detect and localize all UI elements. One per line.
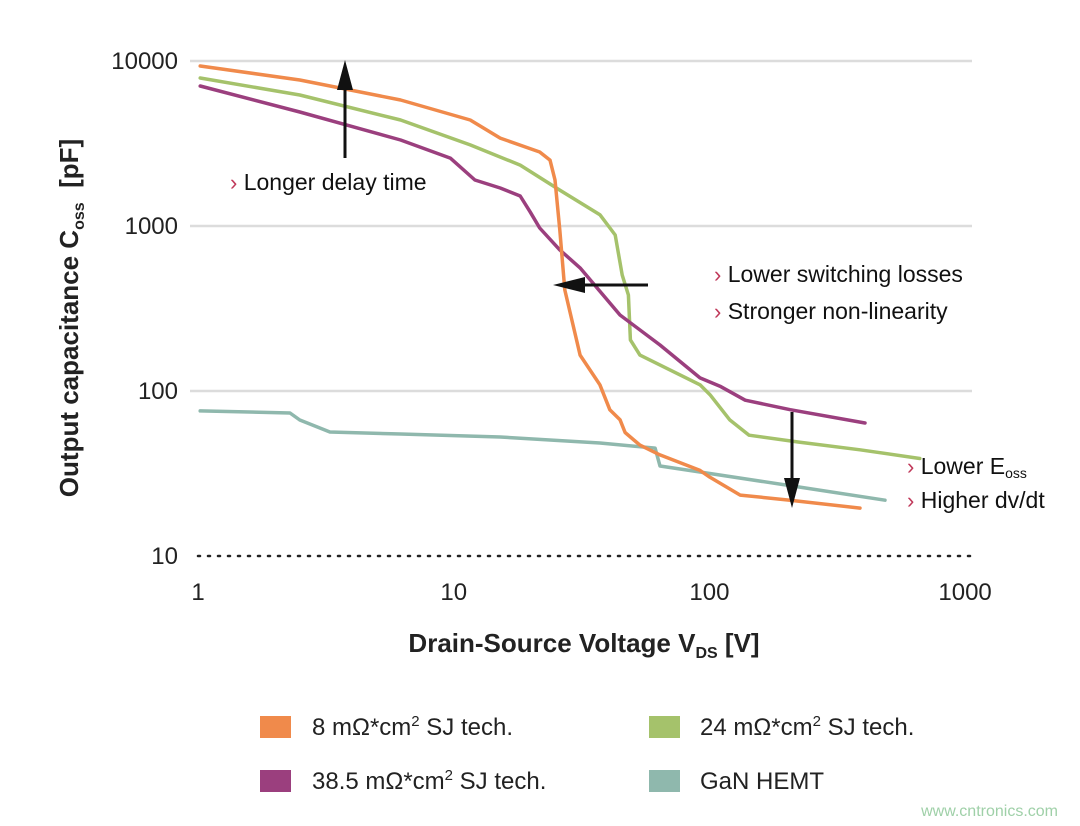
series-line-1 bbox=[198, 76, 922, 461]
legend-swatch-gan bbox=[649, 770, 680, 792]
watermark: www.cntronics.com bbox=[920, 803, 1058, 820]
y-axis-label: Output capacitance Coss [pF] bbox=[54, 139, 88, 497]
annotation-eoss: › Lower Eoss › Higher dv/dt bbox=[784, 412, 1045, 513]
legend: 8 mΩ*cm2 SJ tech. 24 mΩ*cm2 SJ tech. 38.… bbox=[260, 713, 914, 795]
series-line-0 bbox=[198, 64, 862, 510]
x-axis-label: Drain-Source Voltage VDS [V] bbox=[408, 628, 759, 662]
legend-swatch-38-5 bbox=[260, 770, 291, 792]
legend-label-38-5: 38.5 mΩ*cm2 SJ tech. bbox=[312, 767, 546, 795]
legend-label-gan: GaN HEMT bbox=[700, 768, 824, 795]
grid bbox=[190, 59, 972, 558]
bullet-icon: › bbox=[230, 170, 237, 195]
annotation-switching: › Lower switching losses › Stronger non-… bbox=[553, 261, 963, 324]
down-arrow-icon bbox=[784, 478, 800, 508]
up-arrow-icon bbox=[337, 60, 353, 90]
annotation-delay: › Longer delay time bbox=[230, 60, 427, 195]
annotation-text: › Lower Eoss bbox=[907, 453, 1027, 481]
series-lines bbox=[198, 64, 922, 510]
series-line-2 bbox=[198, 84, 867, 425]
annotation-text: › Longer delay time bbox=[230, 169, 427, 195]
series-line-3 bbox=[198, 409, 887, 502]
x-tick-label: 100 bbox=[689, 579, 729, 606]
annotation-text: › Lower switching losses bbox=[714, 261, 963, 287]
left-arrow-icon bbox=[553, 277, 585, 293]
legend-swatch-24 bbox=[649, 716, 680, 738]
legend-label-24: 24 mΩ*cm2 SJ tech. bbox=[700, 713, 914, 741]
y-tick-label: 1000 bbox=[125, 213, 178, 240]
y-tick-label: 100 bbox=[138, 378, 178, 405]
legend-swatch-8 bbox=[260, 716, 291, 738]
annotation-text: › Higher dv/dt bbox=[907, 487, 1045, 513]
annotation-text: › Stronger non-linearity bbox=[714, 298, 948, 324]
y-tick-label: 10000 bbox=[111, 48, 178, 75]
x-tick-label: 1000 bbox=[938, 579, 991, 606]
legend-label-8: 8 mΩ*cm2 SJ tech. bbox=[312, 713, 513, 741]
tick-labels: 10000 1000 100 10 1 10 100 1000 bbox=[111, 48, 992, 606]
y-tick-label: 10 bbox=[151, 543, 178, 570]
x-tick-label: 10 bbox=[440, 579, 467, 606]
x-tick-label: 1 bbox=[191, 579, 204, 606]
